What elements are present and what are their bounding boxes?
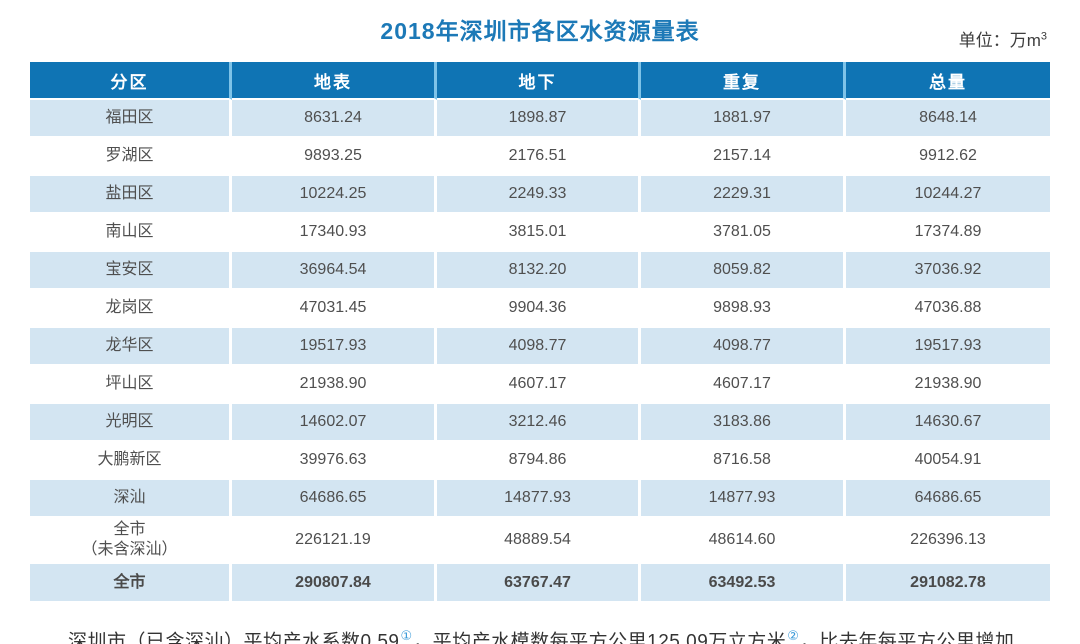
value-cell: 4607.17 [437, 366, 641, 404]
value-cell: 9898.93 [641, 290, 846, 328]
value-cell: 3212.46 [437, 404, 641, 442]
table-row: 福田区 8631.24 1898.87 1881.97 8648.14 [30, 100, 1050, 138]
unit-text: 单位：万m [958, 31, 1041, 50]
value-cell: 64686.65 [232, 480, 437, 518]
value-cell: 64686.65 [846, 480, 1050, 518]
value-cell: 14630.67 [846, 404, 1050, 442]
column-header: 重复 [641, 62, 846, 100]
value-cell: 19517.93 [846, 328, 1050, 366]
column-header: 总量 [846, 62, 1050, 100]
district-cell: 宝安区 [30, 252, 232, 290]
table-header-row: 分区 地表 地下 重复 总量 [30, 62, 1050, 100]
value-cell: 19517.93 [232, 328, 437, 366]
value-cell: 14877.93 [437, 480, 641, 518]
value-cell: 2176.51 [437, 138, 641, 176]
value-cell: 8132.20 [437, 252, 641, 290]
table-row: 坪山区 21938.90 4607.17 4607.17 21938.90 [30, 366, 1050, 404]
column-header: 地下 [437, 62, 641, 100]
value-cell: 48614.60 [641, 518, 846, 564]
value-cell: 14602.07 [232, 404, 437, 442]
table-row: 深汕 64686.65 14877.93 14877.93 64686.65 [30, 480, 1050, 518]
footnote-ref-2: ② [787, 628, 799, 643]
value-cell: 47031.45 [232, 290, 437, 328]
district-cell: 南山区 [30, 214, 232, 252]
value-cell: 14877.93 [641, 480, 846, 518]
value-cell: 21938.90 [232, 366, 437, 404]
district-cell: 龙华区 [30, 328, 232, 366]
value-cell: 40054.91 [846, 442, 1050, 480]
value-cell: 8716.58 [641, 442, 846, 480]
header-area: 2018年深圳市各区水资源量表 单位：万m3 [0, 0, 1080, 62]
column-header: 分区 [30, 62, 232, 100]
value-cell: 10224.25 [232, 176, 437, 214]
district-cell: 大鹏新区 [30, 442, 232, 480]
district-cell: 全市 [30, 564, 232, 603]
unit-label: 单位：万m3 [959, 26, 1047, 51]
footnote-text-1: 深圳市（已含深汕）平均产水系数0.59 [68, 631, 400, 644]
table-body: 福田区 8631.24 1898.87 1881.97 8648.14 罗湖区 9893.2… [30, 100, 1050, 603]
table-row: 全市 （未含深汕） 226121.19 48889.54 48614.60 226396… [30, 518, 1050, 564]
district-cell: 龙岗区 [30, 290, 232, 328]
value-cell: 3183.86 [641, 404, 846, 442]
value-cell: 10244.27 [846, 176, 1050, 214]
table-row: 龙华区 19517.93 4098.77 4098.77 19517.93 [30, 328, 1050, 366]
value-cell: 39976.63 [232, 442, 437, 480]
table-row: 大鹏新区 39976.63 8794.86 8716.58 40054.91 [30, 442, 1050, 480]
district-cell: 罗湖区 [30, 138, 232, 176]
value-cell: 48889.54 [437, 518, 641, 564]
table-row: 龙岗区 47031.45 9904.36 9898.93 47036.88 [30, 290, 1050, 328]
value-cell: 8648.14 [846, 100, 1050, 138]
value-cell: 3781.05 [641, 214, 846, 252]
value-cell: 8794.86 [437, 442, 641, 480]
value-cell: 36964.54 [232, 252, 437, 290]
district-cell: 盐田区 [30, 176, 232, 214]
footnote-text-3: ，比去年每平方公里增加14.93万立方米。 [799, 631, 1015, 644]
value-cell: 9904.36 [437, 290, 641, 328]
value-cell: 2229.31 [641, 176, 846, 214]
footnote: 深圳市（已含深汕）平均产水系数0.59①，平均产水模数每平方公里125.09万立… [30, 618, 1048, 644]
unit-superscript: 3 [1040, 30, 1047, 43]
table-row: 罗湖区 9893.25 2176.51 2157.14 9912.62 [30, 138, 1050, 176]
value-cell: 4098.77 [641, 328, 846, 366]
value-cell: 63492.53 [641, 564, 846, 603]
table-row: 宝安区 36964.54 8132.20 8059.82 37036.92 [30, 252, 1050, 290]
value-cell: 21938.90 [846, 366, 1050, 404]
district-cell: 全市 （未含深汕） [30, 518, 232, 564]
value-cell: 17374.89 [846, 214, 1050, 252]
value-cell: 17340.93 [232, 214, 437, 252]
value-cell: 291082.78 [846, 564, 1050, 603]
district-cell: 光明区 [30, 404, 232, 442]
value-cell: 8631.24 [232, 100, 437, 138]
value-cell: 290807.84 [232, 564, 437, 603]
value-cell: 4607.17 [641, 366, 846, 404]
value-cell: 1881.97 [641, 100, 846, 138]
value-cell: 37036.92 [846, 252, 1050, 290]
district-cell: 福田区 [30, 100, 232, 138]
value-cell: 47036.88 [846, 290, 1050, 328]
table-row: 南山区 17340.93 3815.01 3781.05 17374.89 [30, 214, 1050, 252]
water-resources-table: 分区 地表 地下 重复 总量 福田区 8631.24 1898.87 1881.97 8648.… [30, 62, 1050, 603]
value-cell: 8059.82 [641, 252, 846, 290]
district-cell: 坪山区 [30, 366, 232, 404]
table-row: 光明区 14602.07 3212.46 3183.86 14630.67 [30, 404, 1050, 442]
value-cell: 226121.19 [232, 518, 437, 564]
value-cell: 1898.87 [437, 100, 641, 138]
column-header: 地表 [232, 62, 437, 100]
value-cell: 2249.33 [437, 176, 641, 214]
value-cell: 226396.13 [846, 518, 1050, 564]
table-row: 全市 290807.84 63767.47 63492.53 291082.78 [30, 564, 1050, 603]
value-cell: 63767.47 [437, 564, 641, 603]
district-cell: 深汕 [30, 480, 232, 518]
footnote-ref-1: ① [400, 628, 413, 643]
value-cell: 3815.01 [437, 214, 641, 252]
value-cell: 9893.25 [232, 138, 437, 176]
value-cell: 4098.77 [437, 328, 641, 366]
value-cell: 2157.14 [641, 138, 846, 176]
page-title: 2018年深圳市各区水资源量表 [380, 18, 700, 44]
value-cell: 9912.62 [846, 138, 1050, 176]
footnote-text-2: ，平均产水模数每平方公里125.09万立方米 [413, 631, 787, 644]
table-row: 盐田区 10224.25 2249.33 2229.31 10244.27 [30, 176, 1050, 214]
